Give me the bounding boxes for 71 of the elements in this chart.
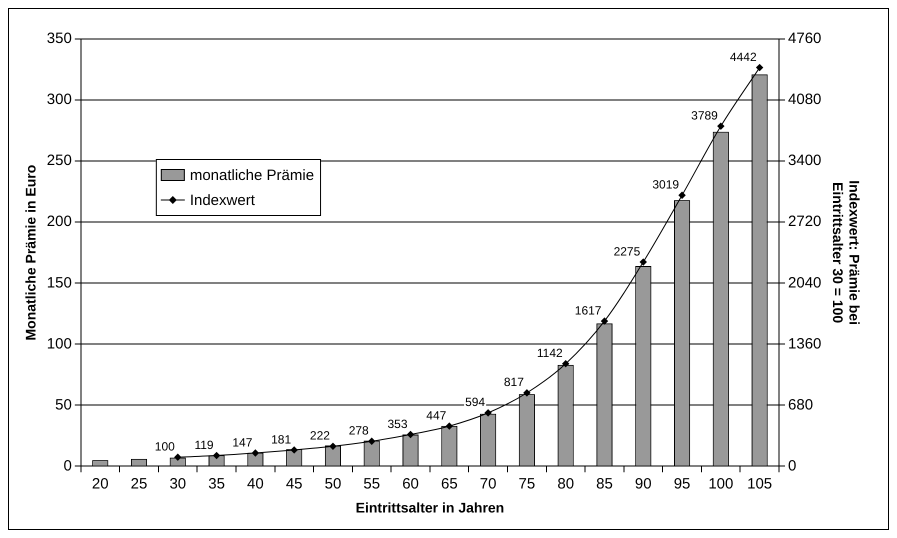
legend-label: Indexwert bbox=[190, 192, 256, 210]
data-label: 4442 bbox=[730, 50, 757, 64]
point bbox=[368, 438, 376, 445]
data-label: 222 bbox=[310, 428, 330, 443]
x-tick-label: 95 bbox=[674, 475, 690, 492]
y2-tick-label: 2720 bbox=[788, 213, 822, 230]
y-tick-label: 150 bbox=[46, 274, 72, 292]
data-label: 147 bbox=[232, 435, 253, 450]
x-axis-title: Eintrittsalter in Jahren bbox=[356, 499, 504, 516]
data-label: 3789 bbox=[691, 108, 718, 122]
y2-tick-label: 4760 bbox=[788, 30, 822, 48]
y2-tick-label: 4080 bbox=[788, 91, 822, 108]
point bbox=[640, 258, 647, 266]
data-label: 278 bbox=[348, 424, 370, 438]
point bbox=[756, 64, 764, 72]
x-tick-label: 70 bbox=[480, 475, 496, 492]
x-tick-label: 80 bbox=[557, 475, 574, 492]
point bbox=[213, 452, 220, 460]
legend-label: monatliche Prämie bbox=[190, 167, 314, 184]
data-label: 1617 bbox=[574, 303, 602, 318]
data-label: 119 bbox=[194, 438, 214, 452]
x-tick-label: 20 bbox=[92, 475, 109, 492]
x-tick-label: 50 bbox=[324, 475, 342, 492]
x-tick-label: 90 bbox=[634, 475, 652, 492]
x-tick-label: 65 bbox=[440, 475, 458, 492]
y2-tick-label: 2040 bbox=[788, 274, 822, 292]
point bbox=[484, 409, 492, 416]
y-tick-label: 0 bbox=[63, 457, 72, 474]
x-tick-label: 25 bbox=[130, 475, 148, 492]
point bbox=[252, 450, 259, 457]
x-tick-label: 75 bbox=[518, 475, 536, 492]
data-label: 3019 bbox=[652, 178, 680, 192]
data-label: 100 bbox=[154, 440, 176, 454]
x-tick-label: 105 bbox=[747, 475, 772, 492]
point bbox=[717, 122, 724, 130]
x-tick-label: 35 bbox=[208, 475, 225, 492]
point bbox=[446, 422, 453, 430]
x-tick-label: 100 bbox=[708, 475, 734, 492]
x-tick-label: 60 bbox=[402, 475, 419, 492]
y-axis-title: Monatliche Prämie in Euro bbox=[22, 164, 38, 341]
point bbox=[290, 446, 298, 454]
y2-tick-label: 680 bbox=[788, 396, 814, 414]
y-tick-label: 300 bbox=[46, 91, 72, 108]
y2-tick-label: 3400 bbox=[788, 152, 822, 170]
y2-axis-title: Indexwert: Prämie bei Eintrittsalter 30 = 100 bbox=[830, 180, 863, 325]
data-label: 594 bbox=[465, 395, 486, 410]
y2-tick-label: 1360 bbox=[788, 335, 822, 352]
point bbox=[600, 318, 608, 325]
data-label: 1142 bbox=[536, 346, 564, 360]
point bbox=[562, 360, 570, 368]
data-label: 353 bbox=[388, 416, 408, 431]
y-tick-label: 200 bbox=[46, 213, 72, 230]
data-label: 817 bbox=[504, 375, 524, 390]
point bbox=[329, 442, 336, 450]
point bbox=[174, 454, 182, 461]
x-tick-label: 40 bbox=[247, 475, 264, 492]
x-tick-label: 45 bbox=[286, 475, 303, 492]
data-label: 181 bbox=[271, 432, 292, 446]
point bbox=[407, 431, 414, 438]
x-tick-label: 85 bbox=[596, 475, 613, 492]
y2-tick-label: 0 bbox=[788, 457, 796, 474]
x-tick-label: 30 bbox=[169, 475, 186, 492]
data-label: 447 bbox=[426, 408, 447, 422]
y-tick-label: 250 bbox=[46, 152, 72, 170]
x-tick-label: 55 bbox=[363, 475, 380, 492]
data-label: 2275 bbox=[614, 244, 641, 258]
point bbox=[678, 192, 686, 199]
y-tick-label: 350 bbox=[46, 30, 72, 48]
y-tick-label: 50 bbox=[55, 396, 72, 414]
y-tick-label: 100 bbox=[46, 335, 72, 352]
point bbox=[523, 389, 530, 396]
